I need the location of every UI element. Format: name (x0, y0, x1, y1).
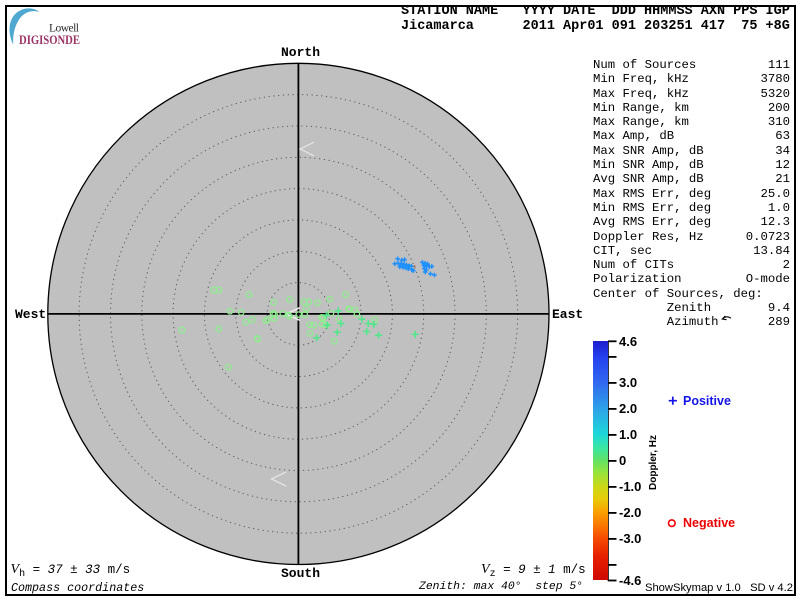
svg-text:DIGISONDE: DIGISONDE (19, 32, 80, 47)
svg-text:Lowell: Lowell (49, 23, 79, 35)
